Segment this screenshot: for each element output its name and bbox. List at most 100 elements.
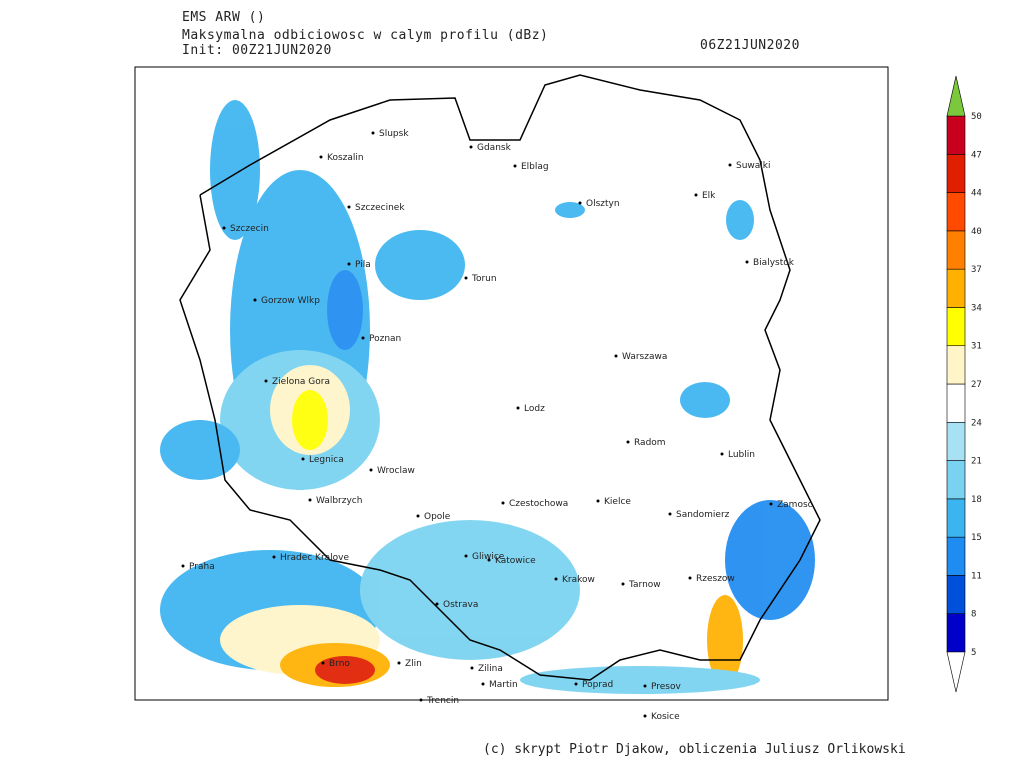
- city-label: Praha: [189, 562, 215, 572]
- colorbar-segment: [946, 307, 966, 347]
- colorbar-label: 15: [971, 533, 982, 543]
- city-label: Szczecin: [230, 224, 269, 234]
- city-label: Zamosc: [777, 500, 813, 510]
- colorbar-over: [946, 75, 966, 117]
- city-label: Pila: [355, 260, 371, 270]
- city-marker: [181, 564, 185, 568]
- city-marker: [745, 260, 749, 264]
- colorbar-label: 21: [971, 457, 982, 467]
- colorbar-label: 34: [971, 303, 982, 313]
- field-title: Maksymalna odbiciowosc w calym profilu (…: [182, 28, 548, 43]
- border: [179, 74, 821, 681]
- colorbar-label: 27: [971, 380, 982, 390]
- city-label: Lodz: [524, 404, 545, 414]
- city-label: Ostrava: [443, 600, 478, 610]
- echo: [555, 202, 585, 218]
- colorbar-label: 31: [971, 342, 982, 352]
- city-label: Opole: [424, 512, 451, 522]
- city-label: Trencin: [426, 696, 459, 706]
- city-label: Rzeszow: [696, 574, 735, 584]
- city-marker: [481, 682, 485, 686]
- city-label: Zilina: [478, 664, 503, 674]
- model-title: EMS ARW (): [182, 10, 265, 25]
- city-marker: [614, 354, 618, 358]
- colorbar-label: 47: [971, 150, 982, 160]
- echo: [707, 595, 743, 685]
- city-marker: [319, 155, 323, 159]
- city-marker: [643, 684, 647, 688]
- city-label: Katowice: [495, 556, 536, 566]
- city-marker: [596, 499, 600, 503]
- city-label: Torun: [471, 274, 497, 284]
- city-label: Koszalin: [327, 153, 364, 163]
- colorbar-segment: [946, 421, 966, 461]
- city-label: Gliwice: [472, 552, 505, 562]
- city-label: Lublin: [728, 450, 755, 460]
- city-marker: [301, 457, 305, 461]
- city-marker: [643, 714, 647, 718]
- city-marker: [253, 298, 257, 302]
- colorbar-segment: [946, 115, 966, 155]
- city-label: Zielona Gora: [272, 377, 330, 387]
- colorbar-segment: [946, 536, 966, 576]
- echo: [292, 390, 328, 450]
- city-label: Warszawa: [622, 352, 667, 362]
- city-label: Presov: [651, 682, 682, 692]
- city-marker: [668, 512, 672, 516]
- echo: [375, 230, 465, 300]
- city-marker: [578, 201, 582, 205]
- colorbar-segment: [946, 153, 966, 193]
- city-marker: [347, 205, 351, 209]
- city-label: Martin: [489, 680, 518, 690]
- city-labels: Slupsk Gdansk Koszalin Elblag Suwalki Szczeci…: [181, 129, 813, 722]
- city-marker: [554, 577, 558, 581]
- city-label: Hradec Kralove: [280, 553, 349, 563]
- colorbar-label: 50: [971, 112, 982, 122]
- colorbar-segment: [946, 613, 966, 653]
- colorbar-segment: [946, 498, 966, 538]
- colorbar-segment: [946, 345, 966, 385]
- city-marker: [720, 452, 724, 456]
- city-label: Bialystok: [753, 258, 795, 268]
- city-label: Gorzow Wlkp: [261, 296, 320, 306]
- credit: (c) skrypt Piotr Djakow, obliczenia Juli…: [483, 742, 906, 757]
- colorbar-segment: [946, 268, 966, 308]
- city-label: Tarnow: [628, 580, 661, 590]
- city-marker: [694, 193, 698, 197]
- city-marker: [321, 661, 325, 665]
- colorbar-label: 8: [971, 610, 976, 620]
- city-marker: [264, 379, 268, 383]
- colorbar-segment: [946, 460, 966, 500]
- init-time: Init: 00Z21JUN2020: [182, 43, 332, 58]
- city-label: Kielce: [604, 497, 631, 507]
- map-area: [134, 66, 889, 701]
- city-marker: [501, 501, 505, 505]
- city-marker: [487, 558, 491, 562]
- city-label: Poznan: [369, 334, 401, 344]
- city-marker: [516, 406, 520, 410]
- city-marker: [419, 698, 423, 702]
- city-marker: [469, 145, 473, 149]
- city-label: Walbrzych: [316, 496, 362, 506]
- colorbar: 5 8 11 15 18 21 24 27 31 34 37 40 44 47 50: [946, 75, 982, 693]
- city-label: Szczecinek: [355, 203, 405, 213]
- city-label: Czestochowa: [509, 499, 568, 509]
- city-marker: [574, 682, 578, 686]
- city-label: Poprad: [582, 680, 613, 690]
- city-label: Wroclaw: [377, 466, 415, 476]
- city-marker: [369, 468, 373, 472]
- echo: [327, 270, 363, 350]
- city-marker: [371, 131, 375, 135]
- city-marker: [308, 498, 312, 502]
- city-marker: [347, 262, 351, 266]
- reflectivity-field: [160, 100, 815, 694]
- echo: [726, 200, 754, 240]
- echo: [680, 382, 730, 418]
- city-label: Kosice: [651, 712, 680, 722]
- colorbar-label: 37: [971, 265, 982, 275]
- city-marker: [728, 163, 732, 167]
- city-marker: [769, 502, 773, 506]
- echo: [725, 500, 815, 620]
- city-label: Olsztyn: [586, 199, 620, 209]
